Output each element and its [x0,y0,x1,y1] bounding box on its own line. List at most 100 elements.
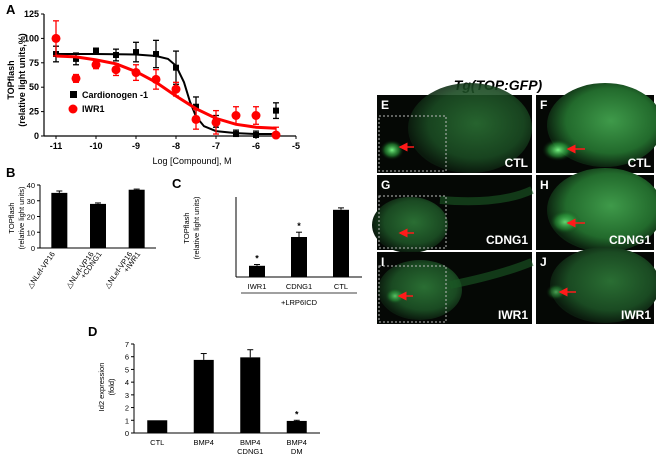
data-point-iwr1 [131,68,141,78]
significance-star: * [297,221,301,231]
bar [51,192,68,248]
data-point-cardionogen [153,51,159,58]
data-point-cardionogen [173,64,179,71]
data-point-iwr1 [231,111,241,121]
panel-d-letter: D [88,324,97,339]
data-point-cardionogen [93,48,99,55]
fish-letter-e: E [381,98,389,112]
fit-curve-cardionogen [56,53,276,135]
legend-marker-cardionogen [70,91,77,98]
y-tick-label: 125 [24,9,39,19]
category-label: △NLef-VP16 [25,250,57,290]
data-point-cardionogen [133,49,139,56]
legend-label-iwr1: IWR1 [82,104,105,114]
category-label: CDNG1 [286,282,312,291]
panel-b-letter: B [6,165,15,180]
category-label: BMP4 [240,438,260,447]
panel-d: D Id2 expression (fold) 0 1 2 3 4 5 6 7 CTL BMP4 B… [88,324,320,456]
x-tick-label: -11 [50,141,63,151]
bar [291,237,307,277]
data-point-iwr1 [71,73,81,83]
panel-a: A 0 25 50 75 100 125 -11 -10 -9 -8 -7 -6 -5 Log [Com… [6,2,300,166]
significance-star: * [295,409,299,419]
y-tick-label: 0 [125,429,129,438]
panel-a-legend: Cardionogen -1 IWR1 [68,90,148,114]
fish-label-h: CDNG1 [609,233,651,247]
category-label: BMP4 [287,438,307,447]
fish-label-i: IWR1 [498,308,528,322]
y-tick-label: 5 [125,365,129,374]
y-tick-label: 6 [125,353,129,362]
legend-marker-iwr1 [68,104,78,114]
fish-label-j: IWR1 [621,308,651,322]
bar [147,420,168,433]
bar [90,203,106,248]
panel-b-ylabel-1: TOPflash [7,202,16,233]
panel-c-plot: * IWR1 * CDNG1 CTL [235,197,362,291]
panel-d-ylabel-2: (fold) [107,378,116,396]
y-tick-label: 7 [125,340,129,349]
data-point-iwr1 [251,111,261,121]
x-tick-label: -9 [132,141,140,151]
x-tick-label: -7 [212,141,220,151]
x-tick-label: -6 [252,141,260,151]
x-tick-label: -10 [89,141,102,151]
data-point-cardionogen [233,131,239,138]
y-tick-label: 30 [27,197,35,206]
y-tick-label: 100 [24,33,39,43]
fish-letter-j: J [540,255,547,269]
data-point-cardionogen [193,103,199,110]
bar [249,265,265,277]
bar [128,189,145,248]
y-tick-label: 25 [29,107,39,117]
y-tick-label: 10 [27,228,35,237]
y-tick-label: 2 [125,404,129,413]
inset-box-e [378,115,447,172]
x-tick-label: -8 [172,141,180,151]
panel-b: B TOPflash (relative light units) 0 10 20 3… [6,165,156,290]
data-point-iwr1 [171,84,181,94]
data-point-iwr1 [111,65,121,75]
bar [193,359,214,433]
fish-label-e: CTL [505,156,528,170]
data-point-cardionogen [253,132,259,139]
y-tick-label: 4 [125,378,129,387]
data-point-cardionogen [273,107,279,114]
panel-c-ylabel-1: TOPflash [182,212,191,243]
panel-c-letter: C [172,176,182,191]
category-label: CDNG1 [237,447,263,456]
inset-box-g [378,195,447,249]
panel-c-group-label: +LRP6ICD [281,298,318,307]
fish-letter-f: F [540,98,547,112]
y-tick-label: 0 [34,131,39,141]
category-label: DM [291,447,303,456]
y-tick-label: 75 [29,58,39,68]
panel-a-ylabel-2: (relative light units,%) [17,33,27,127]
panel-a-xlabel: Log [Compound], M [152,156,231,166]
fish-panel-e: E CTL [377,83,532,173]
data-point-iwr1 [91,60,101,70]
bar [286,420,307,433]
y-tick-label: 20 [27,213,35,222]
data-point-iwr1 [51,33,61,43]
bar [240,357,261,433]
legend-label-cardionogen: Cardionogen -1 [82,90,148,100]
data-point-cardionogen [73,55,79,62]
data-point-iwr1 [211,117,221,127]
panel-c: C TOPflash (relative light units) *IWR1*… [172,176,362,307]
fish-letter-i: I [381,255,384,269]
y-tick-label: 40 [27,181,35,190]
category-label: BMP4 [194,438,214,447]
data-point-iwr1 [271,130,281,140]
fish-letter-h: H [540,178,549,192]
fish-panel-i: I IWR1 [377,252,534,324]
panel-b-ylabel-2: (relative light units) [17,186,26,249]
y-tick-label: 50 [29,82,39,92]
y-tick-label: 3 [125,391,129,400]
data-point-iwr1 [191,114,201,124]
significance-star: * [255,254,259,264]
bar [333,209,349,277]
fish-letter-g: G [381,178,390,192]
